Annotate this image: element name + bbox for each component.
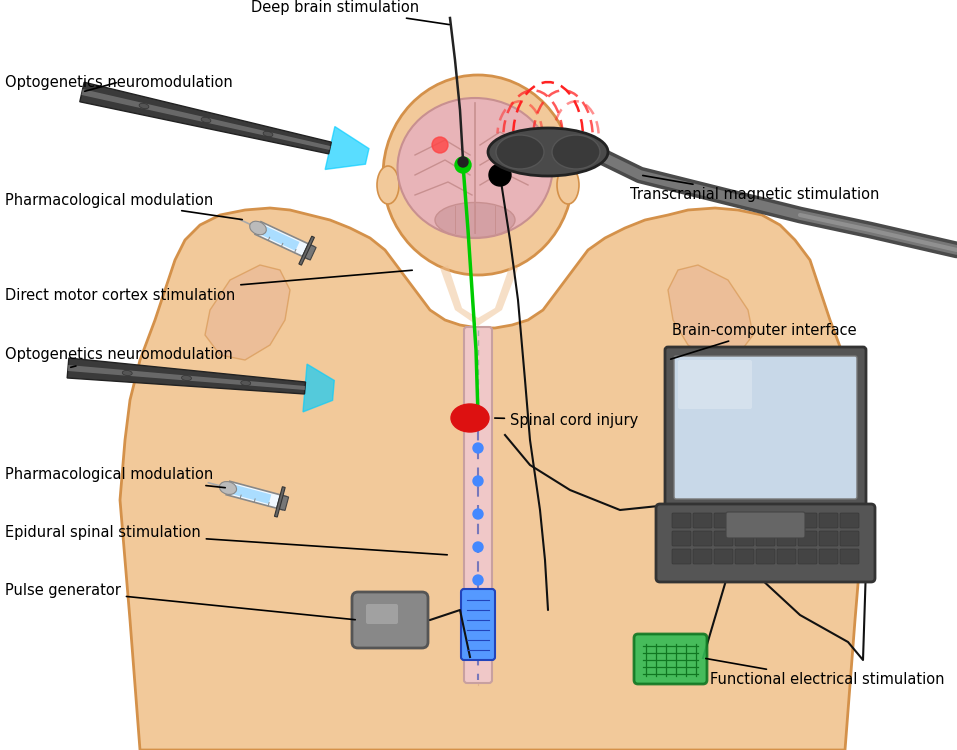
Text: Pulse generator: Pulse generator [5, 583, 355, 620]
FancyBboxPatch shape [840, 531, 859, 546]
Circle shape [432, 137, 448, 153]
Ellipse shape [139, 104, 149, 109]
FancyBboxPatch shape [777, 531, 796, 546]
Ellipse shape [201, 117, 211, 123]
Ellipse shape [122, 370, 132, 376]
Ellipse shape [496, 135, 544, 169]
Ellipse shape [383, 75, 573, 275]
FancyBboxPatch shape [634, 634, 707, 684]
FancyBboxPatch shape [461, 589, 495, 660]
Ellipse shape [219, 482, 236, 494]
Polygon shape [256, 224, 300, 251]
Polygon shape [302, 244, 316, 260]
FancyBboxPatch shape [777, 549, 796, 564]
Text: Deep brain stimulation: Deep brain stimulation [251, 0, 449, 25]
FancyBboxPatch shape [819, 513, 838, 528]
Circle shape [473, 575, 483, 585]
Polygon shape [227, 483, 271, 504]
FancyBboxPatch shape [714, 531, 733, 546]
FancyBboxPatch shape [798, 531, 817, 546]
Text: Optogenetics neuromodulation: Optogenetics neuromodulation [5, 347, 233, 368]
FancyBboxPatch shape [798, 513, 817, 528]
Ellipse shape [488, 128, 608, 176]
Text: Pharmacological modulation: Pharmacological modulation [5, 193, 242, 220]
FancyBboxPatch shape [756, 531, 775, 546]
FancyBboxPatch shape [678, 360, 752, 409]
Polygon shape [440, 265, 518, 326]
Circle shape [458, 157, 468, 167]
Polygon shape [275, 487, 285, 517]
FancyBboxPatch shape [798, 549, 817, 564]
FancyBboxPatch shape [665, 347, 866, 508]
Circle shape [473, 443, 483, 453]
Polygon shape [256, 222, 314, 259]
Text: Functional electrical stimulation: Functional electrical stimulation [705, 658, 945, 688]
FancyBboxPatch shape [735, 549, 754, 564]
Text: Epidural spinal stimulation: Epidural spinal stimulation [5, 524, 447, 555]
FancyBboxPatch shape [656, 504, 875, 582]
Polygon shape [668, 265, 753, 360]
FancyBboxPatch shape [366, 604, 398, 624]
Polygon shape [67, 358, 305, 394]
FancyBboxPatch shape [693, 513, 712, 528]
Ellipse shape [397, 98, 552, 238]
Polygon shape [68, 365, 305, 390]
FancyBboxPatch shape [352, 592, 428, 648]
FancyBboxPatch shape [693, 531, 712, 546]
Text: Brain-computer interface: Brain-computer interface [671, 322, 857, 359]
Ellipse shape [263, 131, 273, 136]
Polygon shape [299, 236, 315, 266]
Polygon shape [226, 482, 286, 510]
Ellipse shape [435, 202, 515, 238]
Circle shape [473, 509, 483, 519]
Text: Pharmacological modulation: Pharmacological modulation [5, 467, 225, 488]
Polygon shape [79, 82, 331, 154]
FancyBboxPatch shape [714, 549, 733, 564]
FancyBboxPatch shape [464, 327, 492, 683]
FancyBboxPatch shape [840, 513, 859, 528]
Polygon shape [303, 364, 334, 412]
Text: Direct motor cortex stimulation: Direct motor cortex stimulation [5, 270, 412, 302]
Ellipse shape [451, 404, 489, 432]
Ellipse shape [182, 376, 191, 380]
FancyBboxPatch shape [756, 549, 775, 564]
Ellipse shape [377, 166, 399, 204]
FancyBboxPatch shape [756, 513, 775, 528]
Ellipse shape [552, 135, 600, 169]
FancyBboxPatch shape [674, 356, 857, 499]
FancyBboxPatch shape [672, 513, 691, 528]
FancyBboxPatch shape [840, 549, 859, 564]
FancyBboxPatch shape [819, 531, 838, 546]
FancyBboxPatch shape [672, 531, 691, 546]
Text: Optogenetics neuromodulation: Optogenetics neuromodulation [5, 74, 233, 92]
Circle shape [455, 157, 471, 173]
Circle shape [489, 164, 511, 186]
FancyBboxPatch shape [714, 513, 733, 528]
Text: Transcranial magnetic stimulation: Transcranial magnetic stimulation [630, 176, 879, 202]
FancyBboxPatch shape [819, 549, 838, 564]
FancyBboxPatch shape [735, 513, 754, 528]
Ellipse shape [250, 221, 266, 235]
Ellipse shape [557, 166, 579, 204]
Circle shape [473, 542, 483, 552]
FancyBboxPatch shape [672, 549, 691, 564]
FancyBboxPatch shape [777, 513, 796, 528]
Text: Spinal cord injury: Spinal cord injury [495, 413, 638, 428]
Polygon shape [277, 495, 289, 511]
Circle shape [473, 476, 483, 486]
Polygon shape [205, 265, 290, 360]
FancyBboxPatch shape [726, 512, 805, 538]
Polygon shape [325, 127, 369, 170]
Polygon shape [81, 89, 330, 150]
Ellipse shape [241, 380, 251, 386]
FancyBboxPatch shape [735, 531, 754, 546]
Polygon shape [120, 208, 865, 750]
FancyBboxPatch shape [693, 549, 712, 564]
